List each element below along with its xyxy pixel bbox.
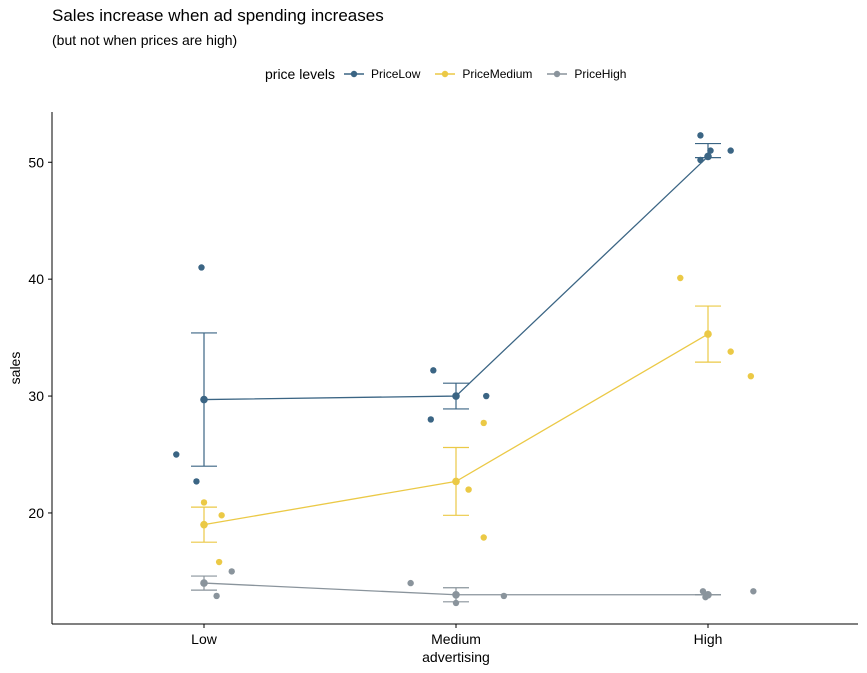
y-axis-label: sales xyxy=(7,352,23,385)
data-point-pricelow xyxy=(193,478,200,485)
legend-title: price levels xyxy=(265,66,336,82)
data-point-pricelow xyxy=(727,147,734,154)
data-point-pricelow xyxy=(430,367,437,374)
data-point-pricehigh xyxy=(213,592,220,600)
mean-point-pricemedium xyxy=(704,330,712,338)
data-point-pricemedium xyxy=(480,534,487,541)
x-tick-label-high: High xyxy=(694,631,723,647)
chart-title: Sales increase when ad spending increase… xyxy=(52,6,384,25)
legend-key-pricelow xyxy=(344,70,365,78)
mean-line-pricelow xyxy=(203,155,709,401)
data-point-pricelow xyxy=(707,147,714,154)
data-point-pricemedium xyxy=(465,486,472,493)
y-tick-label: 30 xyxy=(28,388,44,404)
mean-point-pricelow xyxy=(452,392,460,400)
mean-point-pricehigh xyxy=(200,579,208,587)
data-point-pricelow xyxy=(173,451,180,458)
legend-key-pricemedium xyxy=(435,70,456,78)
legend: price levels PriceLow PriceMedium PriceH… xyxy=(265,66,640,82)
x-tick-label-low: Low xyxy=(191,631,218,647)
mean-point-pricelow xyxy=(704,152,712,161)
mean-point-pricelow xyxy=(200,395,208,404)
data-point-pricelow xyxy=(697,132,704,139)
mean-point-pricemedium xyxy=(200,520,208,529)
data-point-pricemedium xyxy=(727,348,734,355)
data-point-pricemedium xyxy=(747,372,755,380)
data-point-pricemedium xyxy=(480,419,487,427)
legend-label-pricehigh: PriceHigh xyxy=(574,67,627,81)
data-point-pricehigh xyxy=(702,593,709,601)
data-point-pricehigh xyxy=(228,568,235,575)
data-point-pricelow xyxy=(697,156,704,164)
data-point-pricehigh xyxy=(750,588,757,595)
data-point-pricehigh xyxy=(407,579,414,587)
chart-subtitle: (but not when prices are high) xyxy=(52,32,238,48)
legend-item-pricelow: PriceLow xyxy=(343,67,420,81)
y-tick-label: 20 xyxy=(28,505,44,521)
data-point-pricemedium xyxy=(677,274,684,282)
data-point-pricemedium xyxy=(218,512,225,519)
legend-label-pricemedium: PriceMedium xyxy=(462,67,533,81)
legend-label-pricelow: PriceLow xyxy=(371,67,421,81)
legend-item-pricehigh: PriceHigh xyxy=(546,67,626,81)
data-point-pricehigh xyxy=(699,588,707,595)
mean-point-pricehigh xyxy=(452,590,460,599)
data-point-pricemedium xyxy=(215,558,223,566)
data-point-pricehigh xyxy=(500,592,508,600)
data-point-pricelow xyxy=(483,392,490,400)
legend-key-pricehigh xyxy=(547,70,568,78)
y-tick-label: 50 xyxy=(28,154,44,170)
data-point-pricemedium xyxy=(200,499,208,506)
x-axis-label: advertising xyxy=(422,649,490,665)
data-point-pricelow xyxy=(198,264,205,271)
data-point-pricelow xyxy=(427,416,434,423)
legend-item-pricemedium: PriceMedium xyxy=(434,67,532,81)
y-tick-label: 40 xyxy=(28,271,44,287)
mean-point-pricemedium xyxy=(452,477,460,486)
x-tick-label-medium: Medium xyxy=(431,631,481,647)
data-point-pricehigh xyxy=(452,599,460,607)
